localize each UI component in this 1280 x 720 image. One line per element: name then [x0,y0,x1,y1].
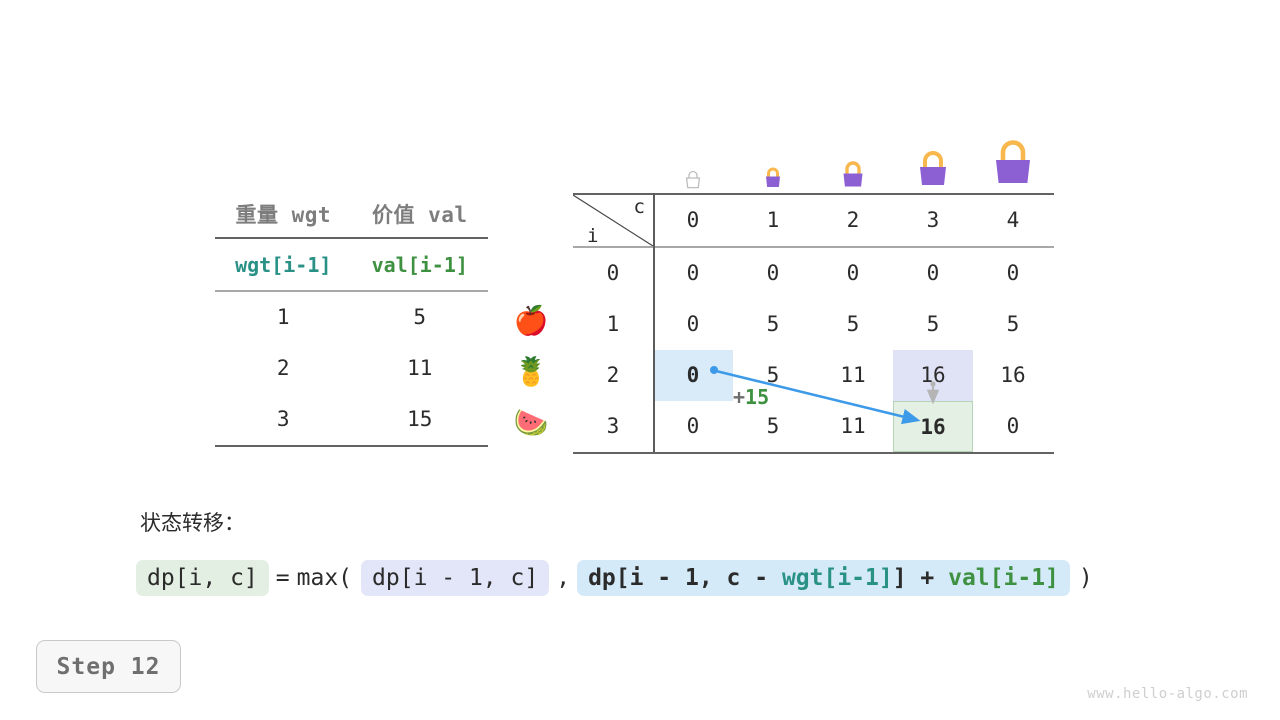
pineapple-icon: 🍍 [513,354,549,388]
dp-table-row: 0 0 0 0 0 0 [573,248,1054,299]
item-table-header-val: 价值 val [371,202,468,227]
dp-cell-faded: 0 [1006,413,1020,438]
dp-table-rule-top [573,193,1054,195]
dp-cell: 16 [1000,362,1026,387]
dp-table: c i 0 1 2 3 4 0 0 0 0 0 0 1 0 5 5 5 5 [573,193,1054,454]
item-table-row: 3 15 [215,394,488,445]
dp-cell: 0 [846,260,860,285]
item-table-subheader-row: wgt[i-1] val[i-1] [215,239,488,290]
plus-value-annotation: +15 [733,385,769,409]
item-table-subheader-wgt: wgt[i-1] [235,252,332,277]
dp-capacity-header: 3 [926,208,940,232]
formula-lhs: dp[i, c] [136,560,269,596]
item-wgt-cell: 3 [276,407,290,431]
plus-sign: + [733,385,746,409]
formula-max-open: max( [296,565,353,591]
item-table-rule-top [215,237,488,239]
item-table: 重量 wgt 价值 val wgt[i-1] val[i-1] 1 5 2 11… [215,190,488,447]
dp-cell: 0 [686,311,700,336]
item-val-cell: 11 [407,356,433,380]
dp-table-row: 2 0 5 11 16 16 [573,349,1054,401]
item-table-header-row: 重量 wgt 价值 val [215,190,488,237]
dp-cell: 0 [686,260,700,285]
site-watermark: www.hello-algo.com [1087,686,1248,702]
dp-corner-row-label: i [587,225,599,247]
item-table-header-wgt: 重量 wgt [235,202,332,227]
bag-s-icon [813,120,893,192]
transition-formula: dp[i, c] = max( dp[i - 1, c] , dp[i - 1,… [136,560,1093,596]
item-table-row: 1 5 [215,292,488,343]
item-wgt-cell: 1 [276,305,290,329]
dp-cell: 0 [766,260,780,285]
dp-row-index: 0 [606,261,620,285]
item-wgt-cell: 2 [276,356,290,380]
formula-close-paren: ) [1078,565,1093,591]
item-table-subheader-val: val[i-1] [371,252,468,277]
dp-cell: 5 [1006,311,1020,336]
bag-l-icon [973,120,1053,192]
dp-cell-source: 0 [653,349,733,401]
dp-corner-col-label: c [633,196,645,218]
item-table-rule-bottom [215,444,488,447]
dp-capacity-header: 4 [1006,208,1020,232]
item-table-row: 2 11 [215,343,488,394]
dp-table-header-row: c i 0 1 2 3 4 [573,195,1054,247]
dp-table-rule-bottom [573,451,1054,454]
item-val-cell: 5 [413,305,427,329]
dp-cell: 0 [686,413,700,438]
dp-row-index: 3 [606,414,620,438]
apple-icon: 🍎 [513,303,549,337]
formula-arg2-val: val[i-1] [948,565,1059,591]
bag-m-icon [893,120,973,192]
item-table-rule-mid [215,290,488,292]
formula-arg2-wgt: wgt[i-1] [781,565,893,591]
dp-cell: 11 [840,362,866,387]
step-badge: Step 12 [36,640,181,693]
formula-arg2-mid: ] + [892,565,949,591]
dp-cell: 0 [926,260,940,285]
formula-arg2-prefix: dp[i - 1, c - [588,565,782,591]
step-badge-label: Step 12 [56,653,161,680]
dp-corner-cell: c i [573,195,653,247]
dp-capacity-header: 1 [766,208,780,232]
dp-table-rule-header [573,246,1054,248]
dp-table-row: 3 0 5 11 16 0 [573,400,1054,452]
dp-cell: 5 [926,311,940,336]
dp-capacity-header: 2 [846,208,860,232]
dp-cell-target: 16 [893,400,973,452]
dp-cell: 5 [766,311,780,336]
formula-comma: , [556,565,571,591]
watermelon-icon: 🍉 [513,405,549,439]
formula-arg2: dp[i - 1, c - wgt[i-1]] + val[i-1] [577,560,1070,596]
bag-icon-row [653,120,1053,192]
dp-capacity-header: 0 [686,208,700,232]
dp-row-index: 1 [606,312,620,336]
dp-cell: 0 [1006,260,1020,285]
bag-xs-icon [733,120,813,192]
dp-row-index: 2 [606,363,620,387]
plus-amount: 15 [745,385,770,409]
formula-arg1: dp[i - 1, c] [361,560,550,596]
dp-index-separator [653,193,655,452]
transition-label: 状态转移： [140,511,245,535]
item-val-cell: 15 [407,407,433,431]
dp-cell: 11 [840,413,866,438]
formula-equals: = [275,565,290,591]
dp-table-row: 1 0 5 5 5 5 [573,299,1054,350]
dp-cell: 5 [846,311,860,336]
dp-cell-above: 16 [893,349,973,401]
fruit-icon-column: 🍎 🍍 🍉 [505,295,557,448]
bag-empty-icon [653,120,733,192]
